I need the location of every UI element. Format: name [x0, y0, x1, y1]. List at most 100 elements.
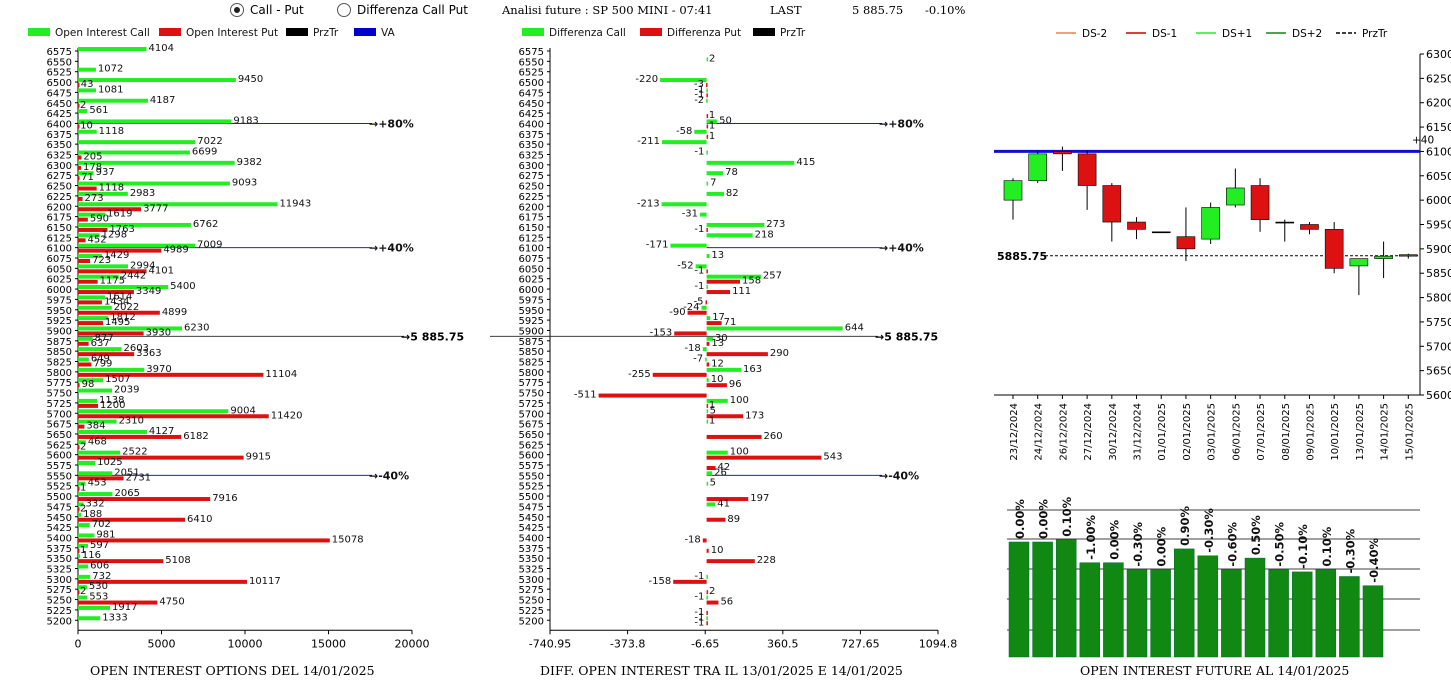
y-tick-label: 5275	[519, 585, 544, 596]
data-label: 205	[83, 152, 102, 163]
data-label: 4750	[159, 597, 184, 608]
data-label: 218	[755, 229, 774, 240]
y-tick-label: 6150	[1426, 121, 1451, 134]
call-bar	[706, 160, 795, 165]
call-bar	[706, 616, 708, 621]
put-bar	[78, 372, 264, 377]
call-bar	[78, 264, 128, 269]
y-tick-label: 5925	[519, 316, 544, 327]
y-tick-label: 5200	[519, 616, 544, 627]
data-label: 1175	[100, 276, 125, 287]
y-tick-label: 6325	[47, 151, 72, 162]
y-tick-label: 5350	[519, 554, 544, 565]
call-bar	[706, 274, 761, 279]
data-label: -511	[574, 390, 597, 401]
data-label: 530	[89, 581, 108, 592]
call-bar	[706, 254, 710, 258]
call-bar	[78, 378, 104, 383]
put-bar	[706, 124, 709, 129]
data-label: 71	[81, 172, 94, 183]
data-label: 41	[717, 498, 730, 509]
call-bar	[78, 461, 96, 465]
y-tick-label: 6525	[47, 68, 72, 79]
legend-label: Open Interest Call	[55, 27, 150, 39]
legend-swatch	[640, 28, 662, 36]
radio-call-put[interactable]: Call - Put	[230, 3, 304, 17]
y-tick-label: 6525	[519, 68, 544, 79]
y-tick-label: 5800	[1426, 292, 1451, 305]
put-bar	[78, 196, 83, 201]
data-label: -1	[694, 281, 704, 292]
data-label: -24	[683, 302, 699, 313]
percent-label: -0.50%	[1273, 521, 1287, 566]
legend-label: DS+2	[1292, 28, 1322, 40]
put-bar	[706, 134, 709, 139]
x-tick-label: 0	[75, 637, 82, 650]
put-bar	[706, 621, 708, 626]
percent-bar	[1268, 569, 1289, 658]
x-tick-label: 26/12/2024	[1058, 403, 1069, 461]
y-tick-label: 6250	[1426, 72, 1451, 85]
data-label: -1	[694, 607, 704, 618]
data-label: 637	[91, 338, 110, 349]
y-tick-label: 5675	[47, 420, 72, 431]
percent-bar	[1197, 555, 1219, 658]
data-label: -158	[649, 576, 672, 587]
data-label: -211	[637, 136, 660, 147]
call-bar	[78, 202, 278, 207]
y-tick-label: 5375	[47, 544, 72, 555]
put-bar	[706, 93, 708, 98]
put-bar	[78, 579, 247, 584]
radio-call-put-label: Call - Put	[250, 3, 304, 17]
legend-label: PrzTr	[780, 27, 806, 39]
call-bar	[78, 409, 229, 414]
data-label: 1	[80, 483, 86, 494]
data-label: 4127	[149, 426, 174, 437]
data-label: 2983	[130, 188, 155, 199]
data-label: 10	[711, 545, 724, 556]
data-label: -255	[628, 369, 651, 380]
put-bar	[78, 155, 82, 160]
percent-bar	[1339, 576, 1360, 658]
data-label: 1495	[105, 317, 130, 328]
percent-label: 0.00%	[1107, 519, 1121, 559]
y-tick-label: 5700	[1426, 340, 1451, 353]
put-bar	[78, 548, 80, 553]
data-label: 1	[709, 416, 715, 427]
radio-differenza-label: Differenza Call Put	[357, 3, 468, 17]
x-tick-label: -373.8	[610, 637, 645, 650]
call-bar	[78, 585, 87, 590]
y-tick-label: 5750	[519, 389, 544, 400]
y-tick-label: 5900	[47, 326, 72, 337]
data-label: 3970	[146, 364, 171, 375]
y-tick-label: 6450	[47, 99, 72, 110]
data-label: -1	[694, 612, 704, 623]
y-tick-label: 5900	[1426, 243, 1451, 256]
data-label: 228	[757, 555, 776, 566]
put-bar	[78, 124, 80, 129]
data-label: 42	[717, 462, 730, 473]
price-label: →5 885.75	[401, 330, 464, 343]
y-tick-label: 6250	[47, 182, 72, 193]
put-bar	[78, 279, 98, 284]
data-label: 606	[90, 561, 109, 572]
data-label: 1	[709, 400, 715, 411]
legend-swatch	[159, 28, 181, 36]
call-bar	[78, 512, 82, 517]
y-tick-label: 5200	[47, 616, 72, 627]
y-tick-label: 5550	[47, 471, 72, 482]
data-label: 111	[732, 286, 751, 297]
y-tick-label: 5750	[47, 389, 72, 400]
y-tick-label: 5300	[519, 575, 544, 586]
call-bar	[706, 419, 709, 424]
data-label: 702	[92, 519, 111, 530]
radio-differenza[interactable]: Differenza Call Put	[337, 3, 468, 17]
x-tick-label: 30/12/2024	[1108, 403, 1119, 461]
data-label: -1	[694, 89, 704, 100]
legend-swatch	[286, 28, 308, 36]
put-bar	[706, 362, 710, 367]
last-label: LAST	[770, 3, 802, 17]
y-tick-label: 5750	[1426, 316, 1451, 329]
call-bar	[78, 191, 128, 196]
data-label: 981	[96, 529, 115, 540]
